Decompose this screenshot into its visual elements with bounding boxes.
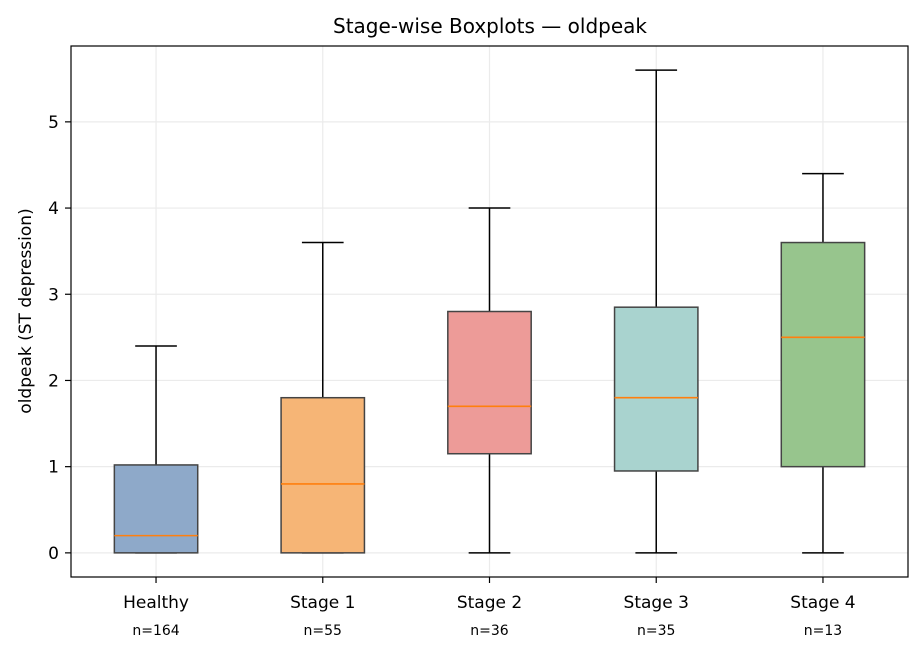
y-tick-label: 4 bbox=[48, 199, 59, 219]
sample-count-label: n=55 bbox=[304, 623, 342, 639]
sample-count-label: n=164 bbox=[132, 623, 179, 639]
sample-count-label: n=36 bbox=[470, 623, 509, 639]
x-tick-label: Stage 1 bbox=[290, 593, 355, 613]
iqr-box bbox=[613, 306, 699, 472]
x-tick-label: Stage 2 bbox=[457, 593, 522, 613]
y-tick-label: 5 bbox=[48, 113, 59, 133]
iqr-box bbox=[447, 310, 532, 455]
sample-count-label: n=13 bbox=[804, 623, 842, 639]
box-stage-2 bbox=[447, 207, 532, 554]
iqr-box bbox=[780, 241, 866, 468]
box-healthy bbox=[113, 345, 199, 554]
y-tick-label: 1 bbox=[48, 458, 59, 478]
chart-title: Stage-wise Boxplots — oldpeak bbox=[333, 14, 647, 38]
box-layer bbox=[113, 69, 866, 554]
y-tick-label: 2 bbox=[48, 371, 59, 391]
sample-count-label: n=35 bbox=[637, 623, 675, 639]
iqr-box bbox=[280, 396, 366, 554]
box-stage-1 bbox=[280, 241, 366, 554]
x-tick-label: Stage 3 bbox=[624, 593, 689, 613]
x-tick-label: Healthy bbox=[123, 593, 189, 613]
box-stage-4 bbox=[780, 172, 866, 554]
box-stage-3 bbox=[613, 69, 699, 554]
y-tick-label: 3 bbox=[48, 285, 59, 305]
x-tick-label: Stage 4 bbox=[790, 593, 855, 613]
y-axis-label: oldpeak (ST depression) bbox=[16, 208, 36, 413]
iqr-box bbox=[113, 464, 199, 554]
axis-layer: 0 1 2 3 4 5 Healthy n=164 Stage 1 n=55 Stage 2 n=36… bbox=[48, 45, 909, 639]
y-tick-label: 0 bbox=[48, 544, 59, 564]
